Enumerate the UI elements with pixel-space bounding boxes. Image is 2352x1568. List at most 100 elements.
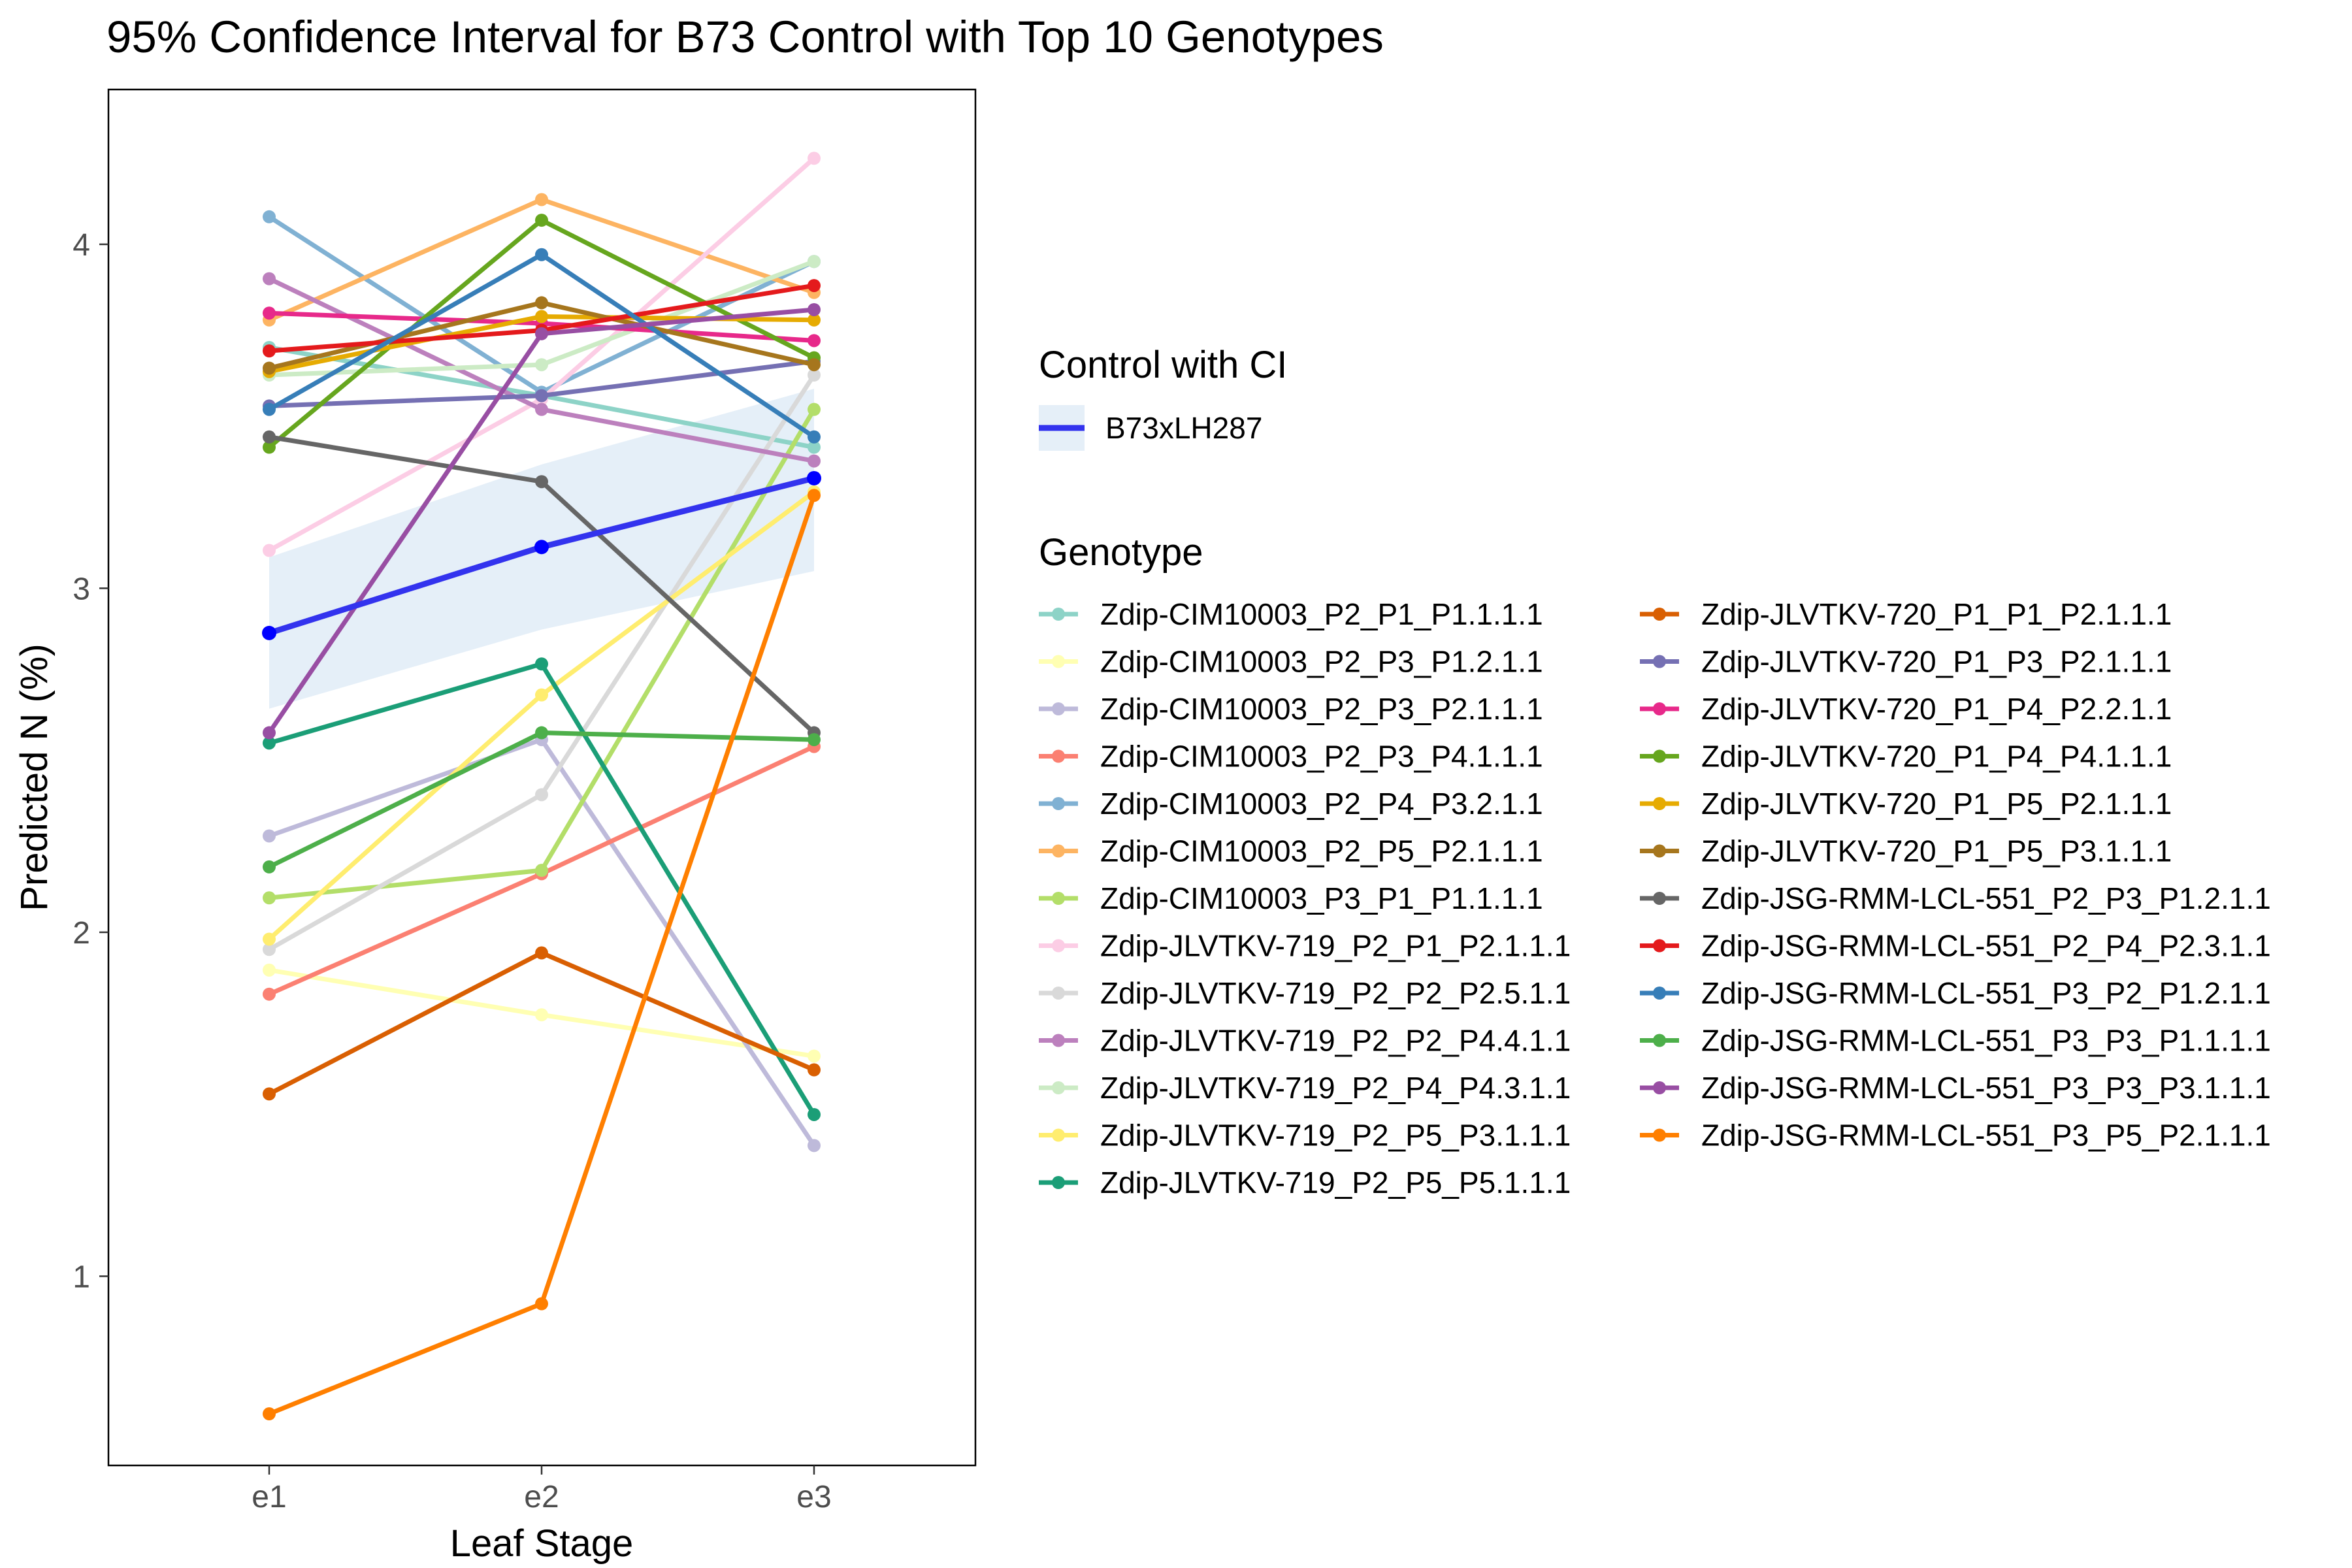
y-tick-label: 1 (73, 1260, 90, 1294)
series-14 (263, 946, 821, 1101)
plot-frame (107, 88, 977, 1467)
series-23 (263, 726, 821, 874)
legend-label: Zdip-JSG-RMM-LCL-551_P3_P5_P2.1.1.1 (1701, 1119, 2271, 1152)
legend-label: Zdip-CIM10003_P2_P3_P4.1.1.1 (1100, 740, 1543, 774)
legend-item: Zdip-JLVTKV-719_P2_P5_P3.1.1.1 (1039, 1119, 1571, 1152)
legend-key-point (1052, 608, 1065, 621)
series-12 (263, 485, 821, 946)
legend-item: Zdip-JSG-RMM-LCL-551_P2_P4_P2.3.1.1 (1640, 929, 2271, 963)
legend-item: Zdip-JSG-RMM-LCL-551_P2_P3_P1.2.1.1 (1640, 881, 2271, 915)
control-legend: Control with CI B73xLH287 (1039, 344, 1287, 451)
legend-label: Zdip-JLVTKV-720_P1_P4_P2.2.1.1 (1701, 692, 2172, 726)
series-point (808, 302, 821, 316)
series-point (808, 279, 821, 293)
legend-key-point (1653, 655, 1666, 668)
legend-key-point (1052, 1128, 1065, 1142)
legend-key-point (1653, 844, 1666, 858)
legend-label: Zdip-JLVTKV-720_P1_P5_P3.1.1.1 (1701, 834, 2172, 868)
series-point (535, 310, 548, 323)
series-point (263, 306, 276, 320)
chart-title: 95% Confidence Interval for B73 Control … (106, 12, 1384, 62)
legend-key-point (1052, 1034, 1065, 1047)
legend-item: Zdip-JLVTKV-720_P1_P3_P2.1.1.1 (1640, 645, 2172, 679)
legend-key-point (1052, 1081, 1065, 1094)
series-point (535, 688, 548, 702)
legend-item: Zdip-CIM10003_P2_P3_P4.1.1.1 (1039, 740, 1543, 774)
legend-item: Zdip-JLVTKV-719_P2_P1_P2.1.1.1 (1039, 929, 1571, 963)
x-tick-label: e2 (524, 1480, 559, 1514)
series-point (535, 657, 548, 671)
legend-item: Zdip-CIM10003_P2_P3_P2.1.1.1 (1039, 692, 1543, 726)
series-point (263, 736, 276, 750)
legend-label: Zdip-JSG-RMM-LCL-551_P3_P2_P1.2.1.1 (1701, 976, 2271, 1010)
series-point (808, 255, 821, 269)
legend-label: Zdip-CIM10003_P2_P1_P1.1.1.1 (1100, 597, 1543, 631)
series-point (808, 454, 821, 468)
control-series (262, 470, 821, 640)
series-point (808, 402, 821, 416)
series-17 (263, 214, 821, 454)
legend-label: Zdip-CIM10003_P2_P3_P1.2.1.1 (1100, 645, 1543, 679)
series-point (808, 489, 821, 502)
control-legend-title: Control with CI (1039, 344, 1287, 386)
legend-label: Zdip-JLVTKV-719_P2_P5_P5.1.1.1 (1100, 1166, 1571, 1200)
series-point (263, 440, 276, 454)
series-point (263, 943, 276, 956)
axes: 1 2 3 4 e1 e2 e3 (73, 228, 831, 1514)
legend-label: Zdip-JLVTKV-720_P1_P3_P2.1.1.1 (1701, 645, 2172, 679)
legend-item: Zdip-JLVTKV-719_P2_P4_P4.3.1.1 (1039, 1071, 1571, 1105)
series-point (263, 987, 276, 1001)
series-9 (263, 368, 821, 956)
plot-area (262, 152, 821, 1421)
legend-key-point (1052, 1176, 1065, 1189)
legend-key-point (1052, 844, 1065, 858)
series-point (808, 152, 821, 165)
series-point (808, 1139, 821, 1152)
legend-item: Zdip-CIM10003_P2_P5_P2.1.1.1 (1039, 834, 1543, 868)
series-point (535, 327, 548, 340)
legend-key-point (1052, 749, 1065, 763)
series-point (535, 946, 548, 960)
series-point (263, 1087, 276, 1101)
series-point (535, 248, 548, 261)
series-point (263, 963, 276, 977)
x-axis-title: Leaf Stage (450, 1522, 634, 1565)
legend-label: Zdip-JLVTKV-719_P2_P5_P3.1.1.1 (1100, 1119, 1571, 1152)
series-point (808, 368, 821, 382)
series-point (263, 361, 276, 375)
control-point (807, 470, 821, 485)
legend-label: Zdip-JLVTKV-720_P1_P1_P2.1.1.1 (1701, 597, 2172, 631)
legend-key-point (1653, 608, 1666, 621)
control-legend-label: B73xLH287 (1105, 411, 1262, 445)
series-22 (263, 248, 821, 444)
series-point (535, 193, 548, 206)
x-tick-label: e3 (796, 1480, 831, 1514)
series-point (808, 430, 821, 444)
legend-item: Zdip-JSG-RMM-LCL-551_P3_P3_P1.1.1.1 (1640, 1024, 2271, 1058)
series-point (263, 860, 276, 874)
series-25 (263, 489, 821, 1421)
legend-label: Zdip-CIM10003_P2_P4_P3.2.1.1 (1100, 787, 1543, 821)
y-tick-label: 3 (73, 572, 90, 606)
x-tick-label: e1 (252, 1480, 286, 1514)
series-point (263, 272, 276, 286)
series-2 (263, 963, 821, 1063)
legend-label: Zdip-JLVTKV-719_P2_P2_P2.5.1.1 (1100, 976, 1571, 1010)
legend-key-point (1653, 939, 1666, 953)
legend-item: Zdip-JSG-RMM-LCL-551_P3_P5_P2.1.1.1 (1640, 1119, 2271, 1152)
y-axis-title: Predicted N (%) (13, 644, 56, 911)
legend-item: Zdip-JLVTKV-720_P1_P4_P2.2.1.1 (1640, 692, 2172, 726)
legend-key-point (1653, 797, 1666, 810)
genotype-legend-title: Genotype (1039, 531, 1203, 574)
series-point (808, 440, 821, 454)
series-point (808, 733, 821, 747)
legend-item: Zdip-JLVTKV-719_P2_P2_P4.4.1.1 (1039, 1024, 1571, 1058)
legend-item: Zdip-JLVTKV-719_P2_P5_P5.1.1.1 (1039, 1166, 1571, 1200)
y-tick-label: 2 (73, 916, 90, 951)
series-24 (263, 302, 821, 740)
series-point (535, 1008, 548, 1022)
series-10 (263, 272, 821, 468)
legend-label: Zdip-JSG-RMM-LCL-551_P3_P3_P1.1.1.1 (1701, 1024, 2271, 1058)
series-point (263, 829, 276, 843)
